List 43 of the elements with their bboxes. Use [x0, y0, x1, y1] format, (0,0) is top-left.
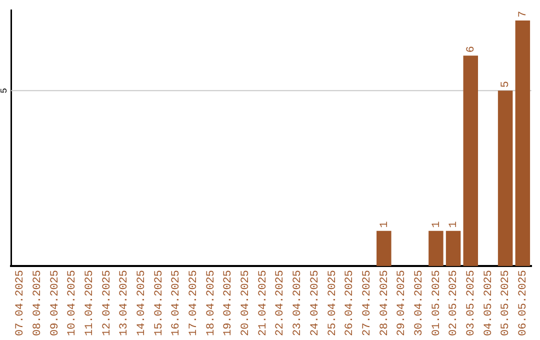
x-tick-label: 03.05.2025	[466, 270, 478, 336]
x-tick-label: 26.04.2025	[344, 270, 356, 336]
bar	[446, 230, 461, 266]
x-tick-label: 18.04.2025	[205, 270, 218, 336]
x-tick-label: 29.04.2025	[396, 270, 408, 336]
data-label: 1	[448, 220, 460, 228]
data-label: 1	[378, 220, 391, 228]
x-tick-label: 01.05.2025	[430, 270, 443, 336]
x-tick-label: 13.04.2025	[118, 270, 131, 336]
x-tick-label: 16.04.2025	[170, 270, 183, 336]
x-tick-label: 24.04.2025	[309, 270, 322, 336]
bar	[463, 56, 478, 266]
bar	[498, 90, 513, 266]
x-tick-label: 14.04.2025	[136, 270, 148, 336]
x-tick-label: 22.04.2025	[274, 270, 287, 336]
x-tick-label: 10.04.2025	[66, 270, 79, 336]
x-tick-label: 06.05.2025	[518, 270, 530, 336]
x-tick-label: 23.04.2025	[292, 270, 304, 336]
x-tick-label: 02.05.2025	[448, 270, 460, 336]
bar	[428, 230, 444, 266]
x-tick-label: 21.04.2025	[257, 270, 270, 336]
x-tick-label: 15.04.2025	[153, 270, 166, 336]
x-tick-label: 27.04.2025	[361, 270, 374, 336]
x-tick-label: 25.04.2025	[326, 270, 339, 336]
data-label: 7	[518, 10, 530, 18]
x-tick-label: 05.05.2025	[500, 270, 512, 336]
data-label: 6	[466, 46, 478, 53]
data-label: 1	[430, 220, 443, 228]
x-tick-label: 07.04.2025	[14, 270, 27, 336]
x-tick-label: 08.04.2025	[32, 270, 44, 336]
ref-line-label: 5	[0, 88, 10, 94]
bar	[515, 20, 530, 266]
x-tick-label: 17.04.2025	[188, 270, 200, 336]
bar	[376, 230, 392, 266]
x-tick-label: 30.04.2025	[414, 270, 426, 336]
x-tick-label: 20.04.2025	[240, 270, 252, 336]
x-tick-label: 28.04.2025	[378, 270, 391, 336]
x-tick-label: 04.05.2025	[482, 270, 495, 336]
x-tick-label: 12.04.2025	[101, 270, 114, 336]
data-label: 5	[500, 81, 512, 88]
x-tick-label: 11.04.2025	[84, 270, 96, 336]
x-tick-label: 09.04.2025	[49, 270, 62, 336]
x-tick-label: 19.04.2025	[222, 270, 235, 336]
